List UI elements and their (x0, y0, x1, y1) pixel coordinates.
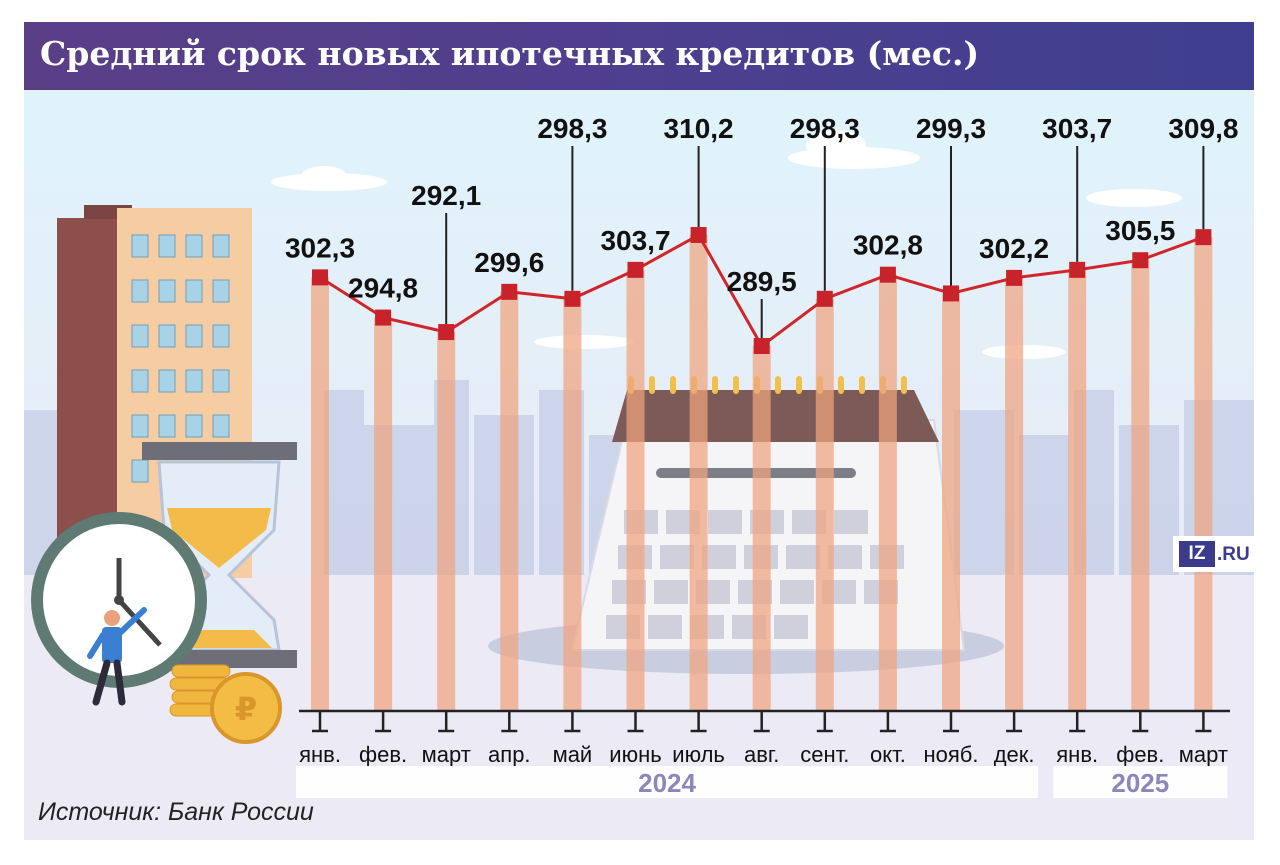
data-point-marker (1195, 229, 1212, 246)
data-point-marker (627, 261, 644, 278)
value-column (311, 277, 329, 711)
data-point-marker (816, 290, 833, 307)
value-label: 292,1 (411, 180, 481, 211)
year-band (296, 766, 1039, 798)
data-point-marker (438, 324, 455, 341)
data-point-marker (943, 285, 959, 302)
clouds (271, 130, 1182, 359)
value-label: 305,5 (1105, 215, 1175, 246)
year-label: 2024 (638, 768, 696, 798)
value-label: 310,2 (664, 113, 734, 144)
data-point-marker (312, 269, 328, 286)
value-column (500, 291, 519, 711)
value-column (1131, 260, 1150, 711)
value-label: 299,6 (474, 247, 544, 278)
value-columns (311, 235, 1213, 711)
value-label: 303,7 (1042, 113, 1112, 144)
value-column (374, 317, 393, 711)
x-tick-label: май (553, 742, 593, 767)
ruble-coins-icon: ₽ (169, 664, 282, 744)
value-label: 302,2 (979, 233, 1049, 264)
title-bar: Средний срок новых ипотечных кредитов (м… (24, 22, 1254, 90)
x-tick-label: фев. (1116, 742, 1164, 767)
year-label: 2025 (1111, 768, 1169, 798)
person-figure (87, 607, 147, 706)
value-column (689, 235, 708, 711)
value-column (437, 332, 456, 711)
x-tick-label: апр. (488, 742, 531, 767)
source-note: Источник: Банк России (38, 798, 314, 826)
iz-logo: IZ .RU (1173, 536, 1254, 572)
data-point-marker (879, 266, 896, 283)
value-label: 303,7 (600, 225, 670, 256)
value-label: 302,8 (853, 230, 923, 261)
value-column (752, 346, 771, 711)
chart: ₽ 302,3 294,8 292,1 299,6 298,3 303,7 310,2 289… (24, 90, 1254, 840)
value-column (815, 298, 834, 711)
infographic-card: Средний срок новых ипотечных кредитов (м… (24, 22, 1254, 840)
data-point-marker (501, 283, 518, 300)
data-point-marker (1069, 261, 1086, 278)
svg-text:₽: ₽ (235, 690, 257, 728)
value-column (1194, 237, 1213, 711)
value-column (878, 274, 897, 711)
logo-suffix: .RU (1217, 544, 1250, 565)
value-label: 298,3 (790, 113, 860, 144)
x-tick-labels: янв. фев. март апр. май июнь июль авг. сент. окт.… (299, 742, 1228, 767)
value-column (563, 298, 582, 711)
data-point-marker (564, 290, 581, 307)
data-point-marker (375, 309, 392, 326)
x-tick-label: нояб. (923, 742, 978, 767)
value-column (626, 269, 645, 711)
value-label: 298,3 (537, 113, 607, 144)
clock-icon (31, 512, 207, 688)
x-tick-label: янв. (1056, 742, 1098, 767)
x-tick-label: авг. (744, 742, 779, 767)
year-band (1053, 766, 1228, 798)
value-labels: 302,3 294,8 292,1 299,6 298,3 303,7 310,2 289,5… (285, 113, 1238, 304)
label-leader-lines (445, 146, 1205, 338)
x-tick-label: фев. (359, 742, 407, 767)
x-tick-label: июнь (609, 742, 661, 767)
value-column (1005, 277, 1024, 711)
x-tick-label: дек. (994, 742, 1035, 767)
data-point-marker (1006, 269, 1023, 286)
chart-title: Средний срок новых ипотечных кредитов (м… (40, 34, 980, 73)
year-groups: 2024 2025 (296, 766, 1228, 798)
series-markers (312, 227, 1212, 354)
value-label: 289,5 (727, 266, 797, 297)
value-label: 294,8 (348, 273, 418, 304)
data-point-marker (1132, 252, 1149, 269)
value-column (1068, 269, 1087, 711)
data-point-marker (753, 338, 770, 354)
x-tick-label: окт. (870, 742, 906, 767)
value-label: 299,3 (916, 113, 986, 144)
value-label: 309,8 (1168, 113, 1238, 144)
value-label: 302,3 (285, 232, 355, 263)
value-column (942, 293, 960, 711)
x-tick-label: сент. (800, 742, 849, 767)
x-ticks (312, 711, 1212, 733)
x-tick-label: янв. (299, 742, 341, 767)
x-tick-label: март (422, 742, 471, 767)
data-point-marker (690, 227, 707, 243)
x-tick-label: март (1179, 742, 1228, 767)
x-tick-label: июль (672, 742, 725, 767)
logo-mark: IZ (1179, 541, 1215, 567)
